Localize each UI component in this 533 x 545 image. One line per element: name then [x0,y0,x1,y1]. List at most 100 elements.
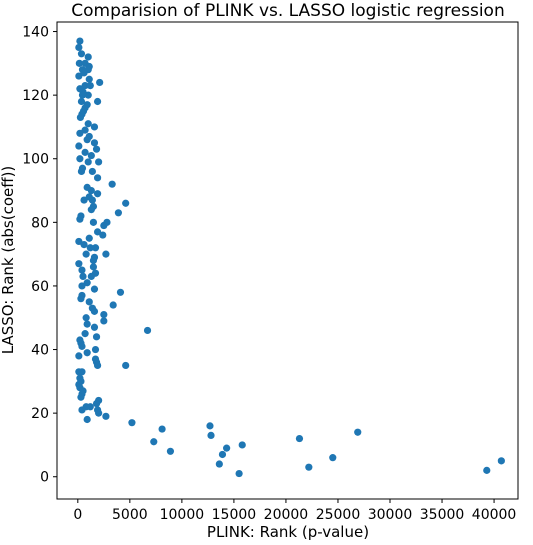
scatter-point [91,244,100,252]
scatter-point [354,428,362,436]
scatter-point [95,158,103,166]
scatter-point [81,82,89,90]
scatter-point [88,196,96,204]
data-points [75,37,505,478]
scatter-point [497,457,505,465]
scatter-point [83,320,91,328]
scatter-point [78,282,86,290]
scatter-point [81,330,89,338]
x-tick-label: 35000 [420,507,465,523]
scatter-point [102,250,110,258]
scatter-point [83,415,91,424]
scatter-point [93,174,102,182]
x-axis-ticks: 0 5000 10000 15000 20000 25000 30000 35000 40000 [73,499,516,523]
scatter-point [92,333,101,341]
scatter-point [75,260,83,268]
scatter-point [75,43,83,52]
scatter-point [223,444,231,452]
scatter-point [215,460,223,468]
scatter-point [76,37,84,45]
scatter-point [108,180,116,188]
scatter-point [235,469,243,478]
scatter-point [90,307,99,315]
scatter-point [85,298,93,306]
scatter-point [143,326,152,335]
scatter-point [238,441,246,449]
scatter-point [206,422,214,430]
scatter-point [81,148,89,156]
scatter-point [92,145,101,153]
scatter-point [82,314,90,322]
scatter-point [207,431,215,439]
scatter-point [81,126,89,134]
y-tick-label: 140 [22,25,49,41]
scatter-point [75,352,83,360]
x-tick-label: 15000 [212,507,257,523]
scatter-point [87,206,95,214]
scatter-point [114,209,122,217]
chart-title: Comparision of PLINK vs. LASSO logistic … [71,1,504,21]
scatter-point [122,361,130,370]
scatter-point [87,186,95,195]
scatter-point [76,155,84,163]
scatter-point [80,69,88,77]
scatter-point [295,434,304,443]
scatter-point [78,91,87,99]
scatter-point [83,279,91,287]
scatter-point [218,450,227,459]
y-tick-label: 120 [22,88,49,104]
scatter-point [89,218,98,226]
scatter-point [99,231,107,239]
scatter-point [78,342,86,350]
scatter-point [88,167,96,176]
y-tick-label: 20 [31,406,49,422]
scatter-point [90,139,99,147]
scatter-point [100,317,108,325]
x-tick-label: 25000 [316,507,361,523]
plot-area-frame [56,21,519,500]
scatter-point [93,361,102,370]
scatter-point [93,97,102,106]
y-tick-label: 40 [31,343,49,359]
scatter-point [100,221,108,230]
scatter-point [109,301,117,309]
y-tick-label: 0 [40,470,49,486]
scatter-point [75,142,83,150]
scatter-point [76,129,84,137]
scatter-point [90,323,99,331]
scatter-point [89,263,98,271]
scatter-point [91,345,100,354]
scatter-point [75,72,83,80]
scatter-point [75,237,83,246]
scatter-point [329,454,337,462]
scatter-point [90,285,99,293]
x-tick-label: 10000 [160,507,205,523]
y-tick-label: 60 [31,279,49,295]
x-tick-label: 20000 [264,507,309,523]
x-axis-label: PLINK: Rank (p-value) [207,523,369,541]
scatter-point [77,393,85,401]
scatter-point [79,272,87,280]
scatter-point [483,466,491,474]
scatter-point [84,91,92,99]
scatter-point [89,256,98,265]
scatter-point [95,409,103,417]
scatter-point [87,272,95,280]
scatter-point [78,406,86,414]
scatter-point [96,78,104,87]
scatter-point [77,167,86,176]
scatter-point [85,234,93,242]
y-tick-label: 100 [22,152,49,168]
x-tick-label: 40000 [472,507,517,523]
scatter-point [77,295,85,303]
scatter-point [92,400,101,408]
scatter-point [77,50,86,58]
scatter-point [86,82,94,90]
scatter-point [90,123,99,131]
scatter-point [75,59,83,67]
x-tick-label: 30000 [368,507,413,523]
y-axis-label: LASSO: Rank (abs(coeff)) [0,166,17,355]
scatter-point [93,190,102,198]
scatter-point [86,244,94,252]
